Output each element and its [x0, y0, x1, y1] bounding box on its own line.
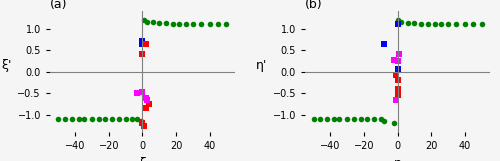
X-axis label: η: η — [394, 157, 402, 161]
X-axis label: ξ: ξ — [139, 157, 146, 161]
Text: (a): (a) — [50, 0, 68, 11]
Y-axis label: η': η' — [256, 59, 267, 72]
Text: (b): (b) — [305, 0, 323, 11]
Y-axis label: ξ': ξ' — [1, 59, 11, 72]
